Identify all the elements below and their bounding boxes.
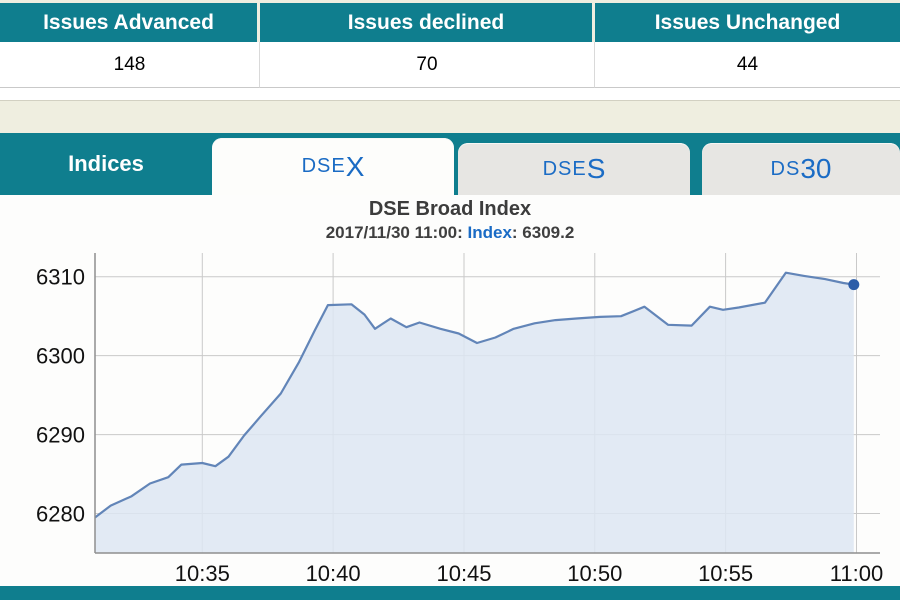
svg-text:11:00: 11:00 [830,561,883,586]
stats-header-unchanged: Issues Unchanged [595,3,900,42]
indices-section-label: Indices [68,151,144,176]
indices-tab-bar: Indices DSE X DSE S DS 30 [0,133,900,195]
svg-text:6280: 6280 [36,502,85,527]
stats-header-advanced: Issues Advanced [0,3,260,42]
svg-text:6310: 6310 [36,265,85,290]
tab-ds30[interactable]: DS 30 [702,143,900,195]
stats-value-advanced: 148 [0,42,260,88]
svg-text:10:35: 10:35 [175,561,230,586]
stats-header-declined: Issues declined [260,3,595,42]
tab-ds30-label-suffix: 30 [800,153,832,184]
stats-value-declined: 70 [260,42,595,88]
svg-text:10:50: 10:50 [567,561,622,586]
tab-dses-label-suffix: S [586,153,606,184]
svg-text:10:45: 10:45 [436,561,491,586]
tab-ds30-label-prefix: DS [770,157,801,180]
tab-dsex-label-prefix: DSE [301,155,346,177]
chart-panel: DSE Broad Index 2017/11/30 11:00: Index:… [0,195,900,586]
stats-empty-row [0,88,900,101]
tab-dses[interactable]: DSE S [458,143,690,195]
bottom-bar [0,586,900,600]
svg-text:10:55: 10:55 [698,561,753,586]
svg-text:10:40: 10:40 [306,561,361,586]
svg-text:6300: 6300 [36,344,85,369]
chart-subtitle: 2017/11/30 11:00: Index: 6309.2 [0,221,900,245]
tab-dsex-label-suffix: X [345,150,365,182]
spacer [0,101,900,133]
subtitle-index-value: : 6309.2 [511,223,575,242]
index-area-chart: 10:35 10:40 10:45 10:50 10:55 11:00 6280 6290 63… [36,253,883,586]
svg-text:6290: 6290 [36,423,85,448]
market-stats-table: Issues Advanced Issues declined Issues U… [0,0,900,101]
stats-header-row: Issues Advanced Issues declined Issues U… [0,3,900,42]
stats-value-unchanged: 44 [595,42,900,88]
tab-dsex[interactable]: DSE X [212,138,454,195]
chart-title: DSE Broad Index [368,198,532,220]
tab-dses-label-prefix: DSE [542,157,587,180]
subtitle-datetime: 2017/11/30 11:00: [325,223,468,242]
stats-value-row: 148 70 44 [0,42,900,88]
subtitle-index-label: Index [467,223,512,242]
